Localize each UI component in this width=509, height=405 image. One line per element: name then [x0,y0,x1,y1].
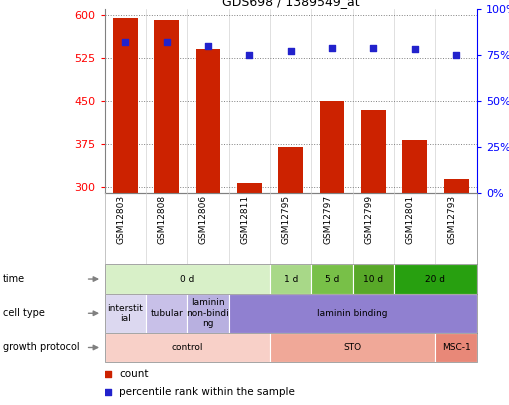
Text: GSM12793: GSM12793 [446,195,455,244]
Point [410,46,418,53]
Bar [269,333,435,362]
Bar [104,333,269,362]
Text: 10 d: 10 d [362,275,383,284]
Point [286,48,294,55]
Bar [146,294,187,333]
Text: 20 d: 20 d [425,275,444,284]
Point [327,45,335,51]
Bar [187,294,228,333]
Text: percentile rank within the sample: percentile rank within the sample [119,387,295,396]
Bar [237,183,261,193]
Text: GSM12806: GSM12806 [199,195,208,244]
Text: GSM12797: GSM12797 [322,195,331,244]
Point [104,371,112,377]
Point [121,39,129,45]
Bar [402,140,427,193]
Text: GSM12803: GSM12803 [116,195,125,244]
Point [162,39,171,45]
Point [245,52,253,58]
Text: GSM12799: GSM12799 [364,195,373,244]
Bar [360,110,385,193]
Text: laminin
non-bindi
ng: laminin non-bindi ng [186,298,229,328]
Text: STO: STO [343,343,361,352]
Bar [352,264,393,294]
Text: 0 d: 0 d [180,275,194,284]
Bar [112,17,137,193]
Bar [195,49,220,193]
Bar [104,294,146,333]
Point [451,52,459,58]
Bar [311,264,352,294]
Text: MSC-1: MSC-1 [441,343,470,352]
Bar [443,179,468,193]
Bar [269,264,311,294]
Bar [393,264,476,294]
Bar [104,264,269,294]
Text: count: count [119,369,149,379]
Text: cell type: cell type [3,308,44,318]
Bar [435,333,476,362]
Text: GSM12808: GSM12808 [157,195,166,244]
Text: tubular: tubular [150,309,183,318]
Point [104,388,112,395]
Title: GDS698 / 1389549_at: GDS698 / 1389549_at [221,0,359,8]
Point [369,45,377,51]
Bar [154,20,179,193]
Text: 1 d: 1 d [283,275,297,284]
Text: GSM12801: GSM12801 [405,195,414,244]
Text: 5 d: 5 d [324,275,338,284]
Text: GSM12811: GSM12811 [240,195,249,244]
Point [204,43,212,49]
Text: interstit
ial: interstit ial [107,304,143,323]
Text: laminin binding: laminin binding [317,309,387,318]
Text: control: control [171,343,203,352]
Text: time: time [3,274,24,284]
Bar [228,294,476,333]
Text: growth protocol: growth protocol [3,343,79,352]
Bar [278,147,302,193]
Text: GSM12795: GSM12795 [281,195,290,244]
Bar [319,101,344,193]
